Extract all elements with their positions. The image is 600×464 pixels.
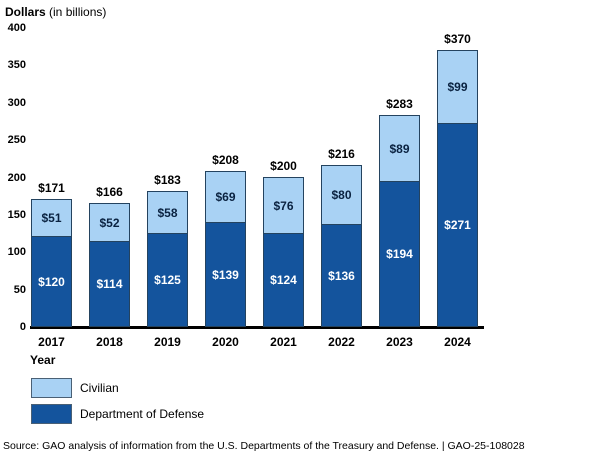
plot-area: $171 $51 $120 $166 $52 $114 $183 $58 $125 $208 $69… [30,28,486,329]
y-tick-label: 200 [7,171,26,184]
bar-segment-dod: $194 [379,182,420,327]
bar-segment-civilian: $58 [147,191,188,234]
bar-segment-civilian: $80 [321,165,362,225]
bar-2020: $208 $69 $139 [205,153,246,327]
bar-segment-civilian: $89 [379,115,420,182]
bar-total-label: $370 [444,32,471,46]
y-tick-label: 50 [13,283,26,296]
chart-title-units: (in billions) [45,5,107,19]
chart-title-bold: Dollars [5,5,46,19]
y-tick-label: 100 [7,246,26,259]
x-tick-label-2022: 2022 [328,335,355,349]
bar-segment-civilian: $52 [89,203,130,242]
x-tick-label-2019: 2019 [154,335,181,349]
y-tick-label: 150 [7,208,26,221]
bar-segment-civilian: $99 [437,50,478,124]
bar-segment-dod: $114 [89,242,130,327]
bar-segment-dod: $139 [205,223,246,327]
bar-segment-dod: $125 [147,234,188,327]
bar-2019: $183 $58 $125 [147,173,188,327]
bar-segment-dod: $124 [263,234,304,327]
y-tick-label: 400 [7,22,26,34]
legend-item-civilian: Civilian [31,378,204,398]
bar-2022: $216 $80 $136 [321,147,362,327]
bar-2017: $171 $51 $120 [31,181,72,327]
bar-total-label: $171 [38,181,65,195]
y-tick-label: 350 [7,59,26,72]
legend-swatch-dod [31,404,72,424]
y-tick-label: 0 [19,321,26,333]
legend: Civilian Department of Defense [31,378,204,430]
bar-total-label: $166 [96,185,123,199]
bar-segment-dod: $271 [437,124,478,327]
legend-label-civilian: Civilian [80,381,119,395]
legend-swatch-civilian [31,378,72,398]
x-tick-label-2017: 2017 [38,335,65,349]
bar-2024: $370 $99 $271 [437,32,478,327]
bar-segment-civilian: $69 [205,171,246,223]
bar-total-label: $216 [328,147,355,161]
legend-label-dod: Department of Defense [80,407,205,421]
x-tick-label-2023: 2023 [386,335,413,349]
x-axis-title: Year [30,353,56,367]
bar-2018: $166 $52 $114 [89,185,130,327]
x-tick-label-2020: 2020 [212,335,239,349]
bar-2021: $200 $76 $124 [263,159,304,327]
legend-item-dod: Department of Defense [31,404,204,424]
x-axis-line [30,326,484,329]
bar-segment-civilian: $51 [31,199,72,237]
x-tick-label-2021: 2021 [270,335,297,349]
y-tick-label: 300 [7,96,26,109]
bar-2023: $283 $89 $194 [379,97,420,327]
bar-total-label: $183 [154,173,181,187]
bar-total-label: $208 [212,153,239,167]
bar-total-label: $283 [386,97,413,111]
x-tick-label-2024: 2024 [444,335,471,349]
y-tick-label: 250 [7,134,26,147]
source-note: Source: GAO analysis of information from… [3,440,525,452]
bar-segment-dod: $136 [321,225,362,327]
bar-segment-dod: $120 [31,237,72,327]
chart-title: Dollars (in billions) [5,5,106,19]
x-tick-label-2018: 2018 [96,335,123,349]
bar-total-label: $200 [270,159,297,173]
bar-segment-civilian: $76 [263,177,304,234]
